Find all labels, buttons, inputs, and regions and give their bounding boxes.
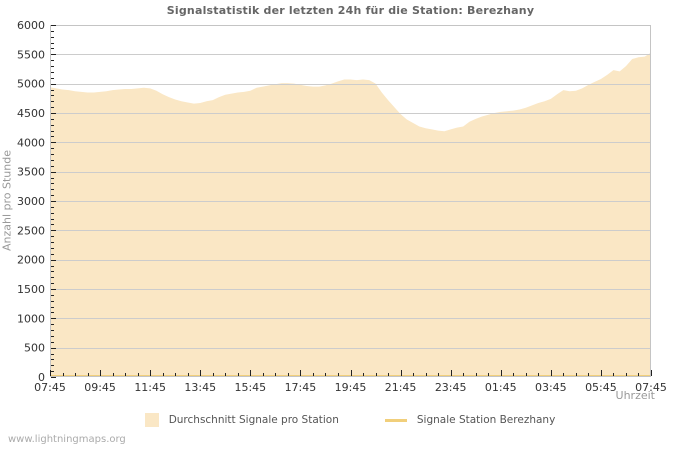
legend-label-average: Durchschnitt Signale pro Station xyxy=(168,414,339,426)
svg-text:21:45: 21:45 xyxy=(385,381,417,394)
svg-text:2000: 2000 xyxy=(17,254,45,267)
x-axis-title: Uhrzeit xyxy=(615,389,655,402)
svg-text:0: 0 xyxy=(38,371,45,384)
svg-text:05:45: 05:45 xyxy=(585,381,617,394)
watermark: www.lightningmaps.org xyxy=(8,434,126,445)
svg-text:1000: 1000 xyxy=(17,312,45,325)
legend-swatch-line xyxy=(384,418,407,422)
svg-text:500: 500 xyxy=(24,342,45,355)
svg-text:2500: 2500 xyxy=(17,224,45,237)
legend: Durchschnitt Signale pro Station Signale… xyxy=(0,411,700,429)
svg-text:17:45: 17:45 xyxy=(285,381,317,394)
svg-text:5500: 5500 xyxy=(17,48,45,61)
svg-text:03:45: 03:45 xyxy=(535,381,567,394)
chart-title: Signalstatistik der letzten 24h für die … xyxy=(166,4,535,17)
svg-text:13:45: 13:45 xyxy=(184,381,216,394)
svg-text:07:45: 07:45 xyxy=(34,381,66,394)
svg-text:6000: 6000 xyxy=(17,19,45,32)
svg-text:4000: 4000 xyxy=(17,136,45,149)
svg-text:11:45: 11:45 xyxy=(134,381,166,394)
svg-text:07:45: 07:45 xyxy=(635,381,667,394)
legend-label-station: Signale Station Berezhany xyxy=(416,414,556,426)
svg-text:3000: 3000 xyxy=(17,195,45,208)
svg-text:3500: 3500 xyxy=(17,166,45,179)
svg-text:4500: 4500 xyxy=(17,107,45,120)
svg-text:5000: 5000 xyxy=(17,78,45,91)
legend-swatch-area xyxy=(144,413,159,427)
svg-text:09:45: 09:45 xyxy=(84,381,116,394)
svg-text:1500: 1500 xyxy=(17,283,45,296)
svg-text:01:45: 01:45 xyxy=(485,381,517,394)
svg-text:19:45: 19:45 xyxy=(335,381,367,394)
svg-text:15:45: 15:45 xyxy=(234,381,266,394)
svg-text:23:45: 23:45 xyxy=(435,381,467,394)
